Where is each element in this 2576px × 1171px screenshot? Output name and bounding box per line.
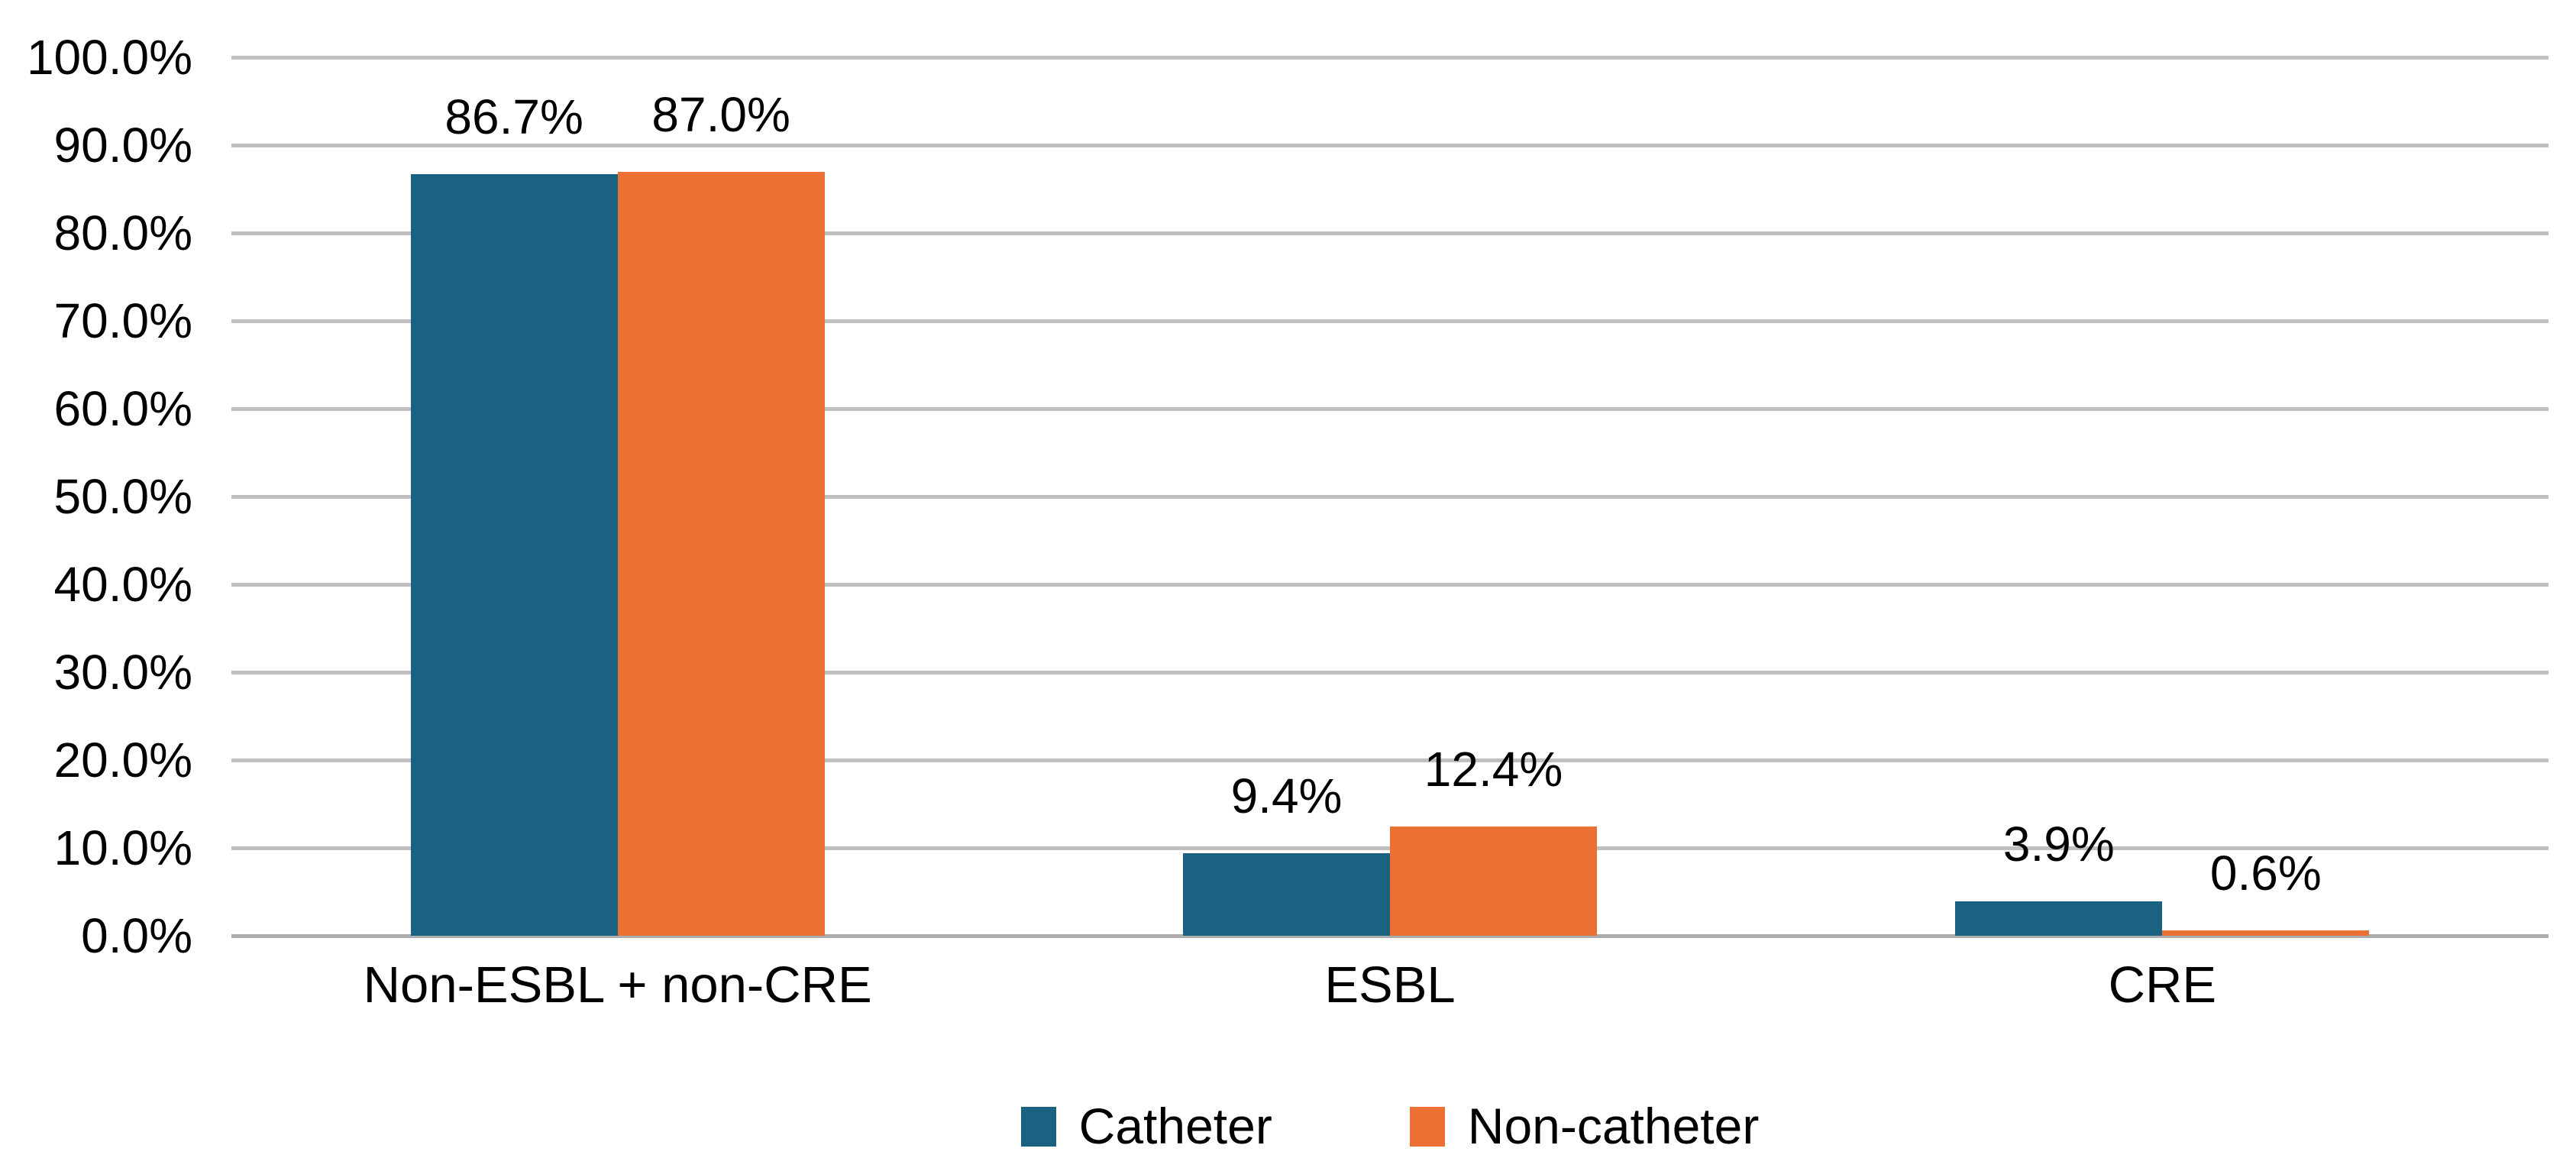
legend-item: Catheter (1020, 1098, 1272, 1155)
legend-swatch-icon (1409, 1106, 1445, 1147)
bar-non-catheter (1390, 826, 1597, 936)
gridline (231, 582, 2549, 587)
y-tick-label: 80.0% (53, 205, 192, 260)
data-label: 87.0% (651, 86, 790, 142)
y-tick-label: 90.0% (53, 118, 192, 173)
y-tick-label: 60.0% (53, 381, 192, 436)
gridline (231, 55, 2549, 60)
category-label: CRE (2108, 956, 2217, 1014)
bar-non-catheter (617, 171, 825, 936)
y-tick-label: 40.0% (53, 557, 192, 612)
gridline (231, 231, 2549, 235)
data-label: 3.9% (2002, 817, 2115, 872)
gridline (231, 758, 2549, 762)
y-tick-label: 30.0% (53, 645, 192, 700)
data-label: 86.7% (444, 89, 583, 144)
x-axis-line (231, 933, 2549, 938)
y-tick-label: 10.0% (53, 820, 192, 875)
legend-label: Catheter (1078, 1098, 1272, 1154)
legend-item: Non-catheter (1409, 1098, 1760, 1155)
y-tick-label: 20.0% (53, 733, 192, 788)
legend-swatch-icon (1020, 1106, 1056, 1147)
legend-label: Non-catheter (1467, 1098, 1760, 1154)
bar-catheter (410, 173, 618, 936)
legend: Catheter Non-catheter (231, 1098, 2549, 1155)
data-label: 0.6% (2209, 846, 2322, 901)
bar-catheter (1955, 901, 2163, 936)
bar-catheter (1183, 852, 1390, 936)
bar-non-catheter (2162, 930, 2370, 936)
y-tick-label: 70.0% (53, 293, 192, 348)
y-tick-label: 100.0% (26, 30, 192, 85)
y-tick-label: 0.0% (81, 908, 192, 963)
gridline (231, 143, 2549, 147)
gridline (231, 494, 2549, 499)
gridline (231, 406, 2549, 411)
gridline (231, 670, 2549, 674)
y-tick-label: 50.0% (53, 469, 192, 524)
category-label: ESBL (1324, 956, 1456, 1014)
data-label: 12.4% (1424, 742, 1563, 797)
data-label: 9.4% (1230, 768, 1343, 823)
gridline (231, 319, 2549, 323)
category-label: Non-ESBL + non-CRE (363, 956, 872, 1014)
